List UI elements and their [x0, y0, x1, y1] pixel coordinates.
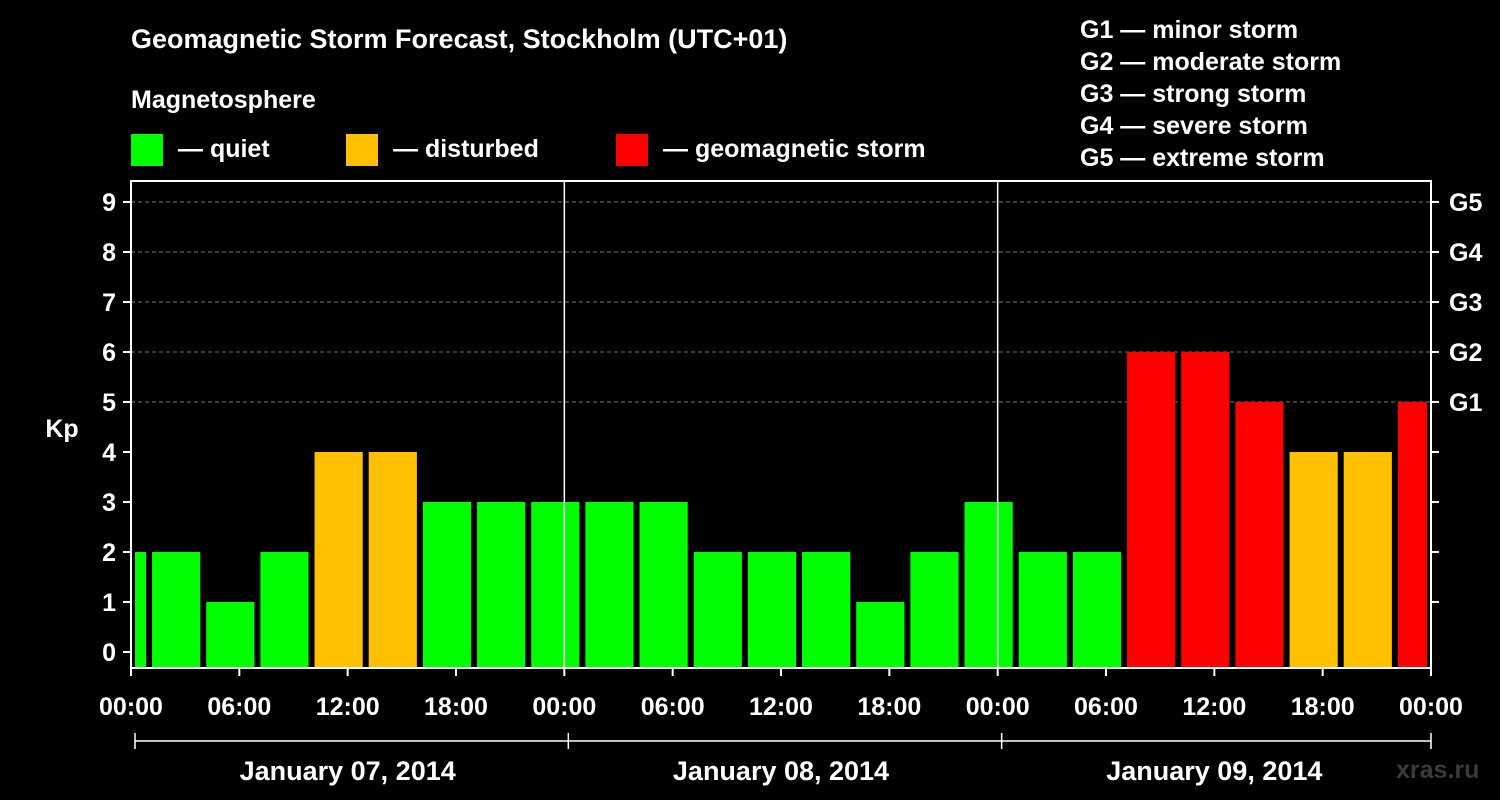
watermark: xras.ru — [1396, 756, 1480, 784]
kp-bar — [152, 552, 201, 668]
date-label: January 07, 2014 — [240, 756, 456, 786]
x-tick-label: 06:00 — [641, 693, 705, 721]
y-tick-label: 8 — [102, 239, 116, 267]
right-tick-label-g3: G3 — [1449, 289, 1482, 317]
kp-bar — [1397, 402, 1427, 668]
right-tick-label-g1: G1 — [1449, 389, 1482, 417]
storm-scale-legend: G1 — minor storm G2 — moderate storm G3 … — [1080, 14, 1341, 174]
kp-bar — [1343, 452, 1392, 668]
legend-swatch-quiet — [131, 134, 163, 166]
kp-bar — [856, 602, 905, 668]
chart-title: Geomagnetic Storm Forecast, Stockholm (U… — [131, 24, 788, 54]
legend-swatch-disturbed — [346, 134, 378, 166]
kp-bar — [585, 502, 634, 668]
legend-swatch-storm — [616, 134, 648, 166]
x-tick-label: 00:00 — [966, 693, 1030, 721]
right-tick-label-g2: G2 — [1449, 339, 1482, 367]
x-tick-label: 18:00 — [424, 693, 488, 721]
y-tick-label: 2 — [102, 539, 116, 567]
y-tick-label: 5 — [102, 389, 116, 417]
kp-bar — [802, 552, 851, 668]
x-tick-label: 12:00 — [316, 693, 380, 721]
y-tick-label: 0 — [102, 639, 116, 667]
kp-bar — [910, 552, 959, 668]
kp-bar — [422, 502, 472, 668]
kp-bar — [531, 502, 580, 668]
right-tick-label-g4: G4 — [1449, 239, 1482, 267]
y-axis-label: Kp — [45, 415, 78, 443]
kp-bar — [314, 452, 363, 668]
storm-scale-g2: G2 — moderate storm — [1080, 48, 1342, 76]
storm-scale-g4: G4 — severe storm — [1080, 112, 1308, 140]
kp-bar — [1127, 352, 1176, 668]
legend-label-disturbed: — disturbed — [393, 135, 539, 163]
kp-bar — [368, 452, 417, 668]
kp-bar — [693, 552, 742, 668]
kp-bar — [1289, 452, 1338, 668]
kp-bar — [964, 502, 1013, 668]
kp-bar — [1018, 552, 1067, 668]
x-tick-label: 00:00 — [532, 693, 596, 721]
kp-bar — [639, 502, 688, 668]
x-tick-label: 12:00 — [749, 693, 813, 721]
x-tick-label: 06:00 — [1074, 693, 1138, 721]
right-tick-label-g5: G5 — [1449, 189, 1482, 217]
storm-scale-g3: G3 — strong storm — [1080, 80, 1307, 108]
kp-bar — [1235, 402, 1284, 668]
kp-bar — [1181, 352, 1230, 668]
x-tick-label: 00:00 — [1399, 693, 1463, 721]
section-label: Magnetosphere — [131, 86, 316, 114]
kp-bar — [1072, 552, 1122, 668]
y-tick-label: 1 — [102, 589, 116, 617]
legend-label-storm: — geomagnetic storm — [663, 135, 926, 163]
date-label: January 08, 2014 — [673, 756, 889, 786]
y-tick-label: 4 — [102, 439, 116, 467]
kp-bar — [135, 552, 147, 668]
y-tick-label: 9 — [102, 189, 116, 217]
x-tick-label: 12:00 — [1182, 693, 1246, 721]
x-tick-label: 00:00 — [99, 693, 163, 721]
date-label: January 09, 2014 — [1106, 756, 1322, 786]
x-tick-label: 06:00 — [207, 693, 271, 721]
storm-scale-g5: G5 — extreme storm — [1080, 144, 1325, 172]
kp-bar — [206, 602, 255, 668]
kp-bar — [477, 502, 526, 668]
kp-bar — [747, 552, 797, 668]
kp-bar — [260, 552, 309, 668]
x-tick-label: 18:00 — [857, 693, 921, 721]
y-tick-label: 7 — [102, 289, 116, 317]
legend-label-quiet: — quiet — [178, 135, 270, 163]
y-tick-label: 3 — [102, 489, 116, 517]
x-tick-label: 18:00 — [1291, 693, 1355, 721]
y-tick-label: 6 — [102, 339, 116, 367]
storm-scale-g1: G1 — minor storm — [1080, 16, 1299, 44]
